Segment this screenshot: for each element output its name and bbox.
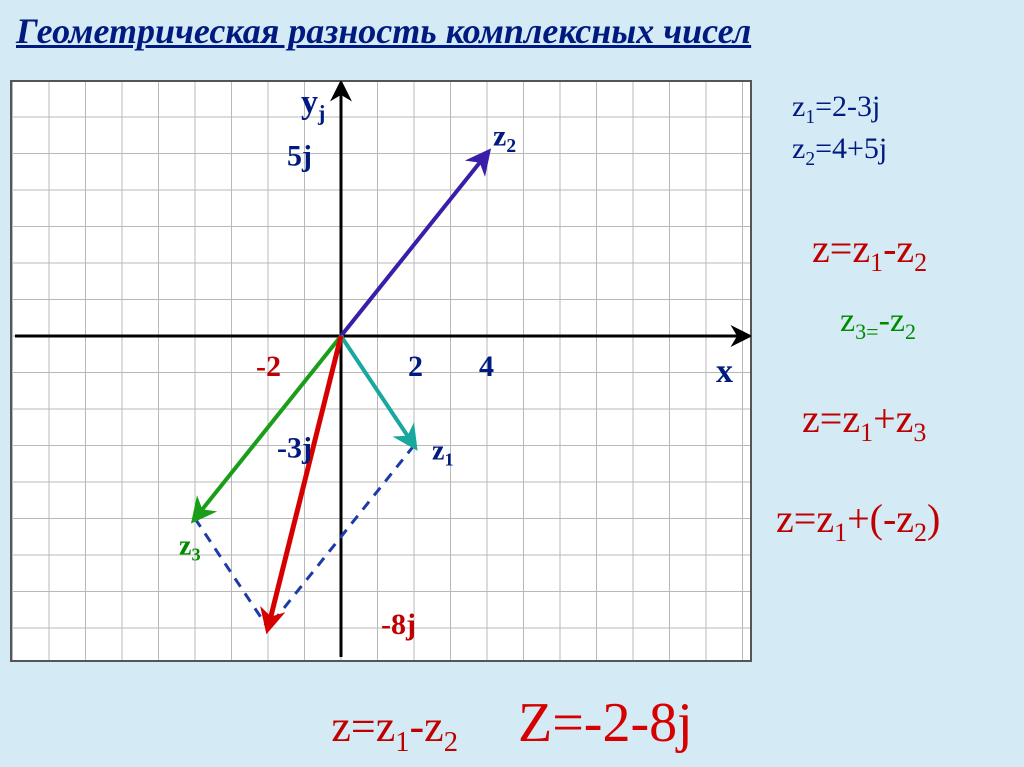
eq-z1-def: z1=2-3j bbox=[792, 90, 880, 129]
svg-text:x: x bbox=[716, 353, 733, 390]
eq-z3: z3=-z2 bbox=[840, 302, 916, 345]
svg-text:4: 4 bbox=[479, 350, 494, 383]
svg-text:z3: z3 bbox=[179, 531, 201, 565]
eq-sum-neg: z=z1+(-z2) bbox=[776, 495, 940, 548]
svg-text:z2: z2 bbox=[493, 120, 516, 158]
vector-chart: yjx5j-224-3j-8jz2z1z3 bbox=[10, 80, 752, 662]
svg-text:-3j: -3j bbox=[277, 432, 312, 465]
svg-text:-2: -2 bbox=[256, 350, 281, 383]
eq-sum-z3: z=z1+z3 bbox=[802, 395, 926, 448]
svg-text:2: 2 bbox=[408, 350, 423, 383]
svg-text:5j: 5j bbox=[287, 140, 312, 173]
eq-z2-def: z2=4+5j bbox=[792, 132, 887, 171]
bottom-eq-left: z=z1-z2 bbox=[331, 701, 458, 759]
page-title: Геометрическая разность комплексных чисе… bbox=[10, 8, 1014, 54]
svg-text:yj: yj bbox=[301, 84, 325, 125]
eq-diff: z=z1-z2 bbox=[812, 225, 927, 278]
bottom-eq-right: Z=-2-8j bbox=[518, 691, 693, 755]
svg-text:-8j: -8j bbox=[381, 608, 416, 641]
bottom-equations: z=z1-z2 Z=-2-8j bbox=[0, 691, 1024, 759]
